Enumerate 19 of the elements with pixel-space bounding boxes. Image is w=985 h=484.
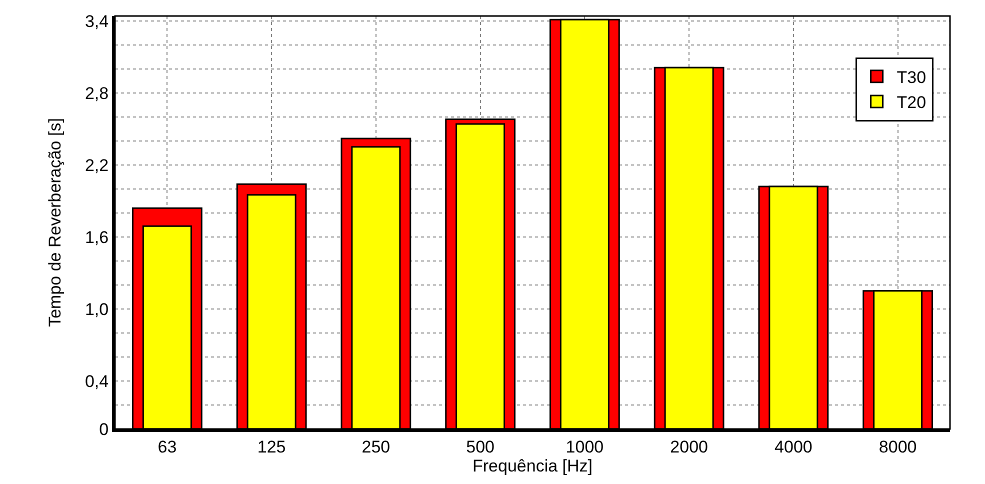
x-tick-label: 125 bbox=[257, 437, 286, 456]
x-tick-label: 1000 bbox=[566, 437, 604, 456]
x-tick-label: 2000 bbox=[670, 437, 708, 456]
y-tick-label: 2,2 bbox=[84, 156, 109, 175]
x-axis-title: Frequência [Hz] bbox=[472, 456, 592, 476]
y-tick-label: 3,4 bbox=[84, 12, 109, 31]
legend-label: T30 bbox=[896, 68, 926, 87]
y-tick-label: 0 bbox=[99, 420, 109, 439]
x-tick-label: 250 bbox=[362, 437, 390, 456]
x-tick-label: 8000 bbox=[878, 437, 917, 456]
y-axis-title: Tempo de Reverberação [s] bbox=[46, 118, 65, 327]
x-tick-label: 500 bbox=[466, 437, 494, 456]
legend-label: T20 bbox=[896, 93, 926, 112]
y-tick-label: 0,4 bbox=[84, 372, 109, 391]
y-tick-label: 1,0 bbox=[84, 300, 109, 319]
x-tick-label: 63 bbox=[158, 437, 177, 456]
x-tick-label: 4000 bbox=[774, 437, 812, 456]
y-tick-label: 2,8 bbox=[84, 84, 109, 103]
y-tick-label: 1,6 bbox=[84, 228, 109, 247]
